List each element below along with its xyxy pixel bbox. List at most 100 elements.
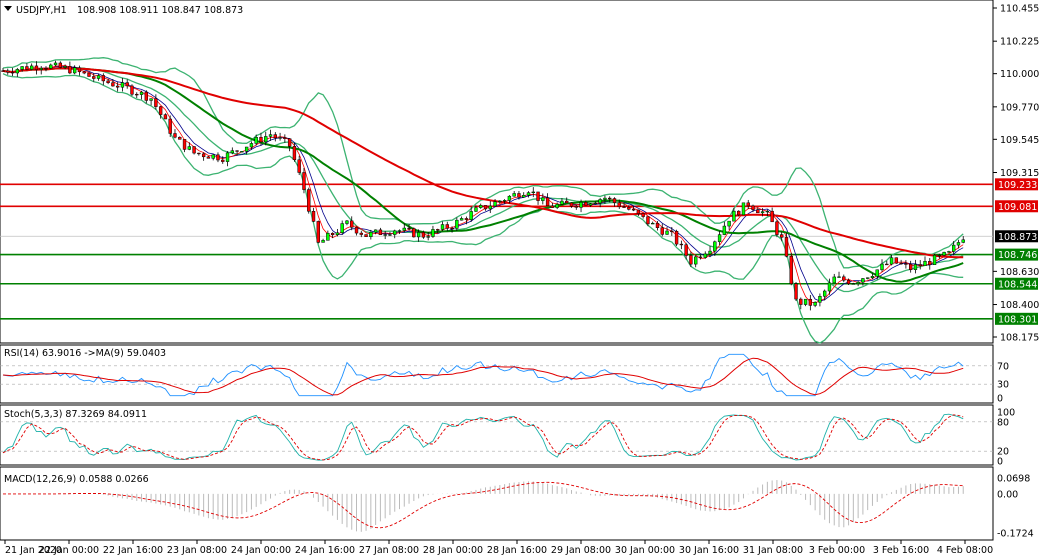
- candle-body: [440, 224, 445, 230]
- candle-body: [598, 199, 602, 204]
- candle-body: [799, 298, 803, 305]
- candle-body: [15, 69, 20, 74]
- candle-body: [923, 261, 927, 266]
- rsi-tick-label: 70: [997, 361, 1009, 372]
- stoch-signal-line: [2, 414, 964, 461]
- candle-body: [201, 153, 206, 158]
- candle-body: [158, 106, 163, 115]
- candle-body: [321, 240, 325, 243]
- price-tick-label: 110.225: [1000, 37, 1039, 48]
- candle-body: [526, 192, 531, 196]
- candle-body: [197, 152, 201, 155]
- candle-body: [641, 213, 645, 217]
- stoch-tick-label: 80: [997, 417, 1009, 428]
- candle-body: [951, 244, 956, 252]
- ma-fast-red: [2, 64, 964, 304]
- candle-body: [87, 72, 91, 77]
- candle-body: [6, 70, 10, 73]
- time-tick-label: 29 Jan 08:00: [551, 545, 611, 556]
- chart-symbol: USDJPY,H1: [16, 5, 67, 16]
- candle-body: [53, 62, 58, 66]
- stoch-pane: [0, 404, 994, 466]
- time-tick-label: 22 Jan 00:00: [39, 545, 99, 556]
- candle-body: [1, 70, 5, 72]
- candle-body: [813, 302, 817, 306]
- candle-body: [407, 227, 411, 230]
- time-tick-label: 30 Jan 00:00: [615, 545, 675, 556]
- candle-body: [364, 234, 368, 237]
- candle-body: [531, 191, 535, 193]
- candle-body: [450, 228, 454, 230]
- candle-body: [646, 216, 650, 225]
- candle-body: [698, 256, 703, 258]
- candle-body: [44, 68, 48, 70]
- candle-body: [63, 65, 67, 68]
- level-badge: [995, 312, 1038, 325]
- candle-body: [741, 202, 746, 216]
- candle-body: [459, 218, 464, 221]
- candle-body: [560, 200, 564, 205]
- candle-body: [865, 277, 870, 279]
- stoch-tick-label: 20: [997, 447, 1009, 458]
- candle-body: [760, 211, 765, 214]
- candle-body: [187, 146, 191, 150]
- candle-body: [268, 134, 273, 137]
- rsi-line: [2, 353, 964, 397]
- level-badge: [995, 277, 1038, 290]
- candle-body: [569, 202, 574, 207]
- price-tick-label: 109.545: [1000, 135, 1039, 146]
- chart-menu-triangle-icon[interactable]: [4, 6, 12, 11]
- candle-body: [498, 200, 502, 203]
- candle-body: [617, 202, 621, 208]
- time-tick-label: 22 Jan 16:00: [103, 545, 163, 556]
- candle-body: [522, 195, 526, 198]
- candle-body: [517, 193, 521, 198]
- stoch-tick-label: 0: [997, 457, 1003, 468]
- candle-body: [393, 230, 397, 235]
- time-tick-label: 24 Jan 00:00: [231, 545, 291, 556]
- candle-body: [579, 202, 583, 208]
- price-tick-label: 110.000: [1000, 69, 1039, 80]
- candle-body: [956, 242, 961, 246]
- candle-body: [244, 146, 249, 152]
- chart-ohlc: 108.908 108.911 108.847 108.873: [77, 5, 243, 16]
- candle-body: [135, 93, 139, 96]
- level-badge: [995, 200, 1038, 213]
- candle-body: [837, 276, 841, 278]
- candle-body: [106, 80, 110, 83]
- macd-tick-label: -0.1724: [997, 529, 1034, 540]
- candle-body: [651, 222, 655, 225]
- candle-body: [326, 232, 330, 241]
- candle-body: [732, 210, 736, 222]
- candle-body: [708, 250, 712, 255]
- candle-body: [483, 205, 488, 210]
- candle-body: [832, 276, 836, 284]
- candle-body: [789, 255, 793, 285]
- candle-body: [908, 263, 913, 270]
- candle-body: [259, 136, 263, 143]
- stoch-main-line: [2, 413, 964, 461]
- candle-body: [670, 230, 674, 233]
- candle-body: [846, 280, 851, 285]
- candle-body: [34, 65, 39, 70]
- candle-body: [885, 263, 889, 266]
- candle-body: [603, 197, 607, 200]
- candle-body: [765, 210, 770, 213]
- candle-body: [913, 264, 918, 270]
- candle-body: [689, 255, 693, 265]
- candle-body: [96, 75, 101, 79]
- candle-body: [192, 146, 196, 154]
- candle-body: [588, 203, 593, 206]
- rsi-ma-line: [2, 357, 964, 396]
- candle-body: [455, 219, 459, 229]
- indicator-lines: [0, 353, 993, 532]
- candle-body: [287, 138, 292, 147]
- candle-body: [283, 137, 287, 139]
- candle-body: [120, 82, 125, 88]
- candle-body: [875, 269, 879, 277]
- candle-body: [240, 151, 244, 153]
- candle-body: [302, 172, 306, 190]
- candle-body: [211, 154, 215, 159]
- candle-body: [378, 229, 383, 236]
